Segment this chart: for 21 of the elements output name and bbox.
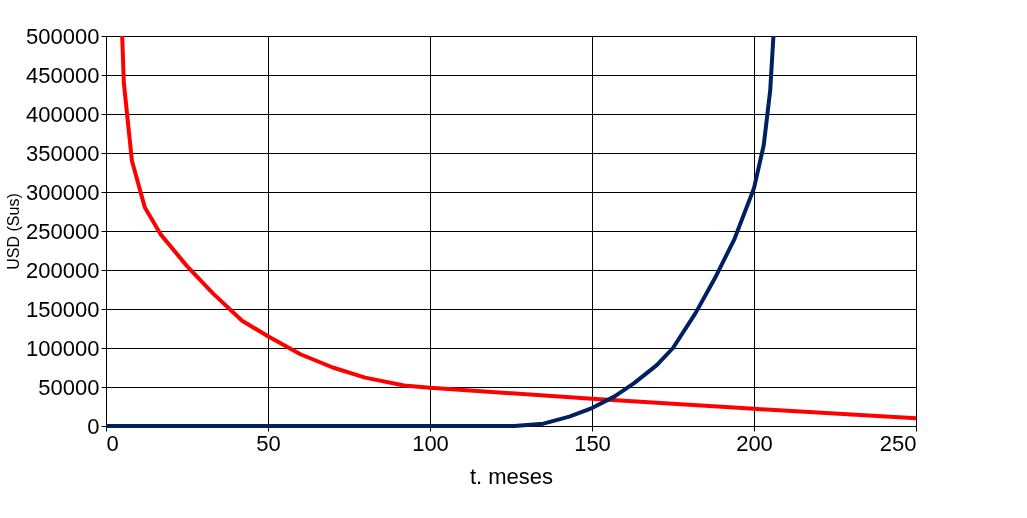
- y-tick-label: 200000: [26, 257, 100, 283]
- x-tick-label: 200: [736, 430, 773, 456]
- x-tick-label: 0: [106, 430, 119, 456]
- y-tick-label: 100000: [26, 335, 100, 361]
- y-tick-label: 250000: [26, 218, 100, 244]
- x-tick-label: 150: [574, 430, 611, 456]
- y-tick-label: 500000: [26, 23, 100, 49]
- x-tick-label: 100: [412, 430, 449, 456]
- x-axis-title: t. meses: [469, 463, 554, 489]
- line-series: [104, 34, 776, 428]
- x-tick-label: 250: [879, 430, 917, 456]
- x-tick-label: 50: [256, 430, 281, 456]
- y-tick-label: 300000: [26, 179, 100, 205]
- y-tick-label: 150000: [26, 296, 100, 322]
- y-tick-label: 350000: [26, 140, 100, 166]
- y-tick-label: 50000: [38, 374, 100, 400]
- line-series: [120, 34, 918, 421]
- y-axis-title: USD (Sus): [5, 193, 23, 270]
- y-tick-label: 0: [87, 413, 100, 439]
- y-tick-label: 400000: [26, 101, 100, 127]
- y-tick-label: 450000: [26, 62, 100, 88]
